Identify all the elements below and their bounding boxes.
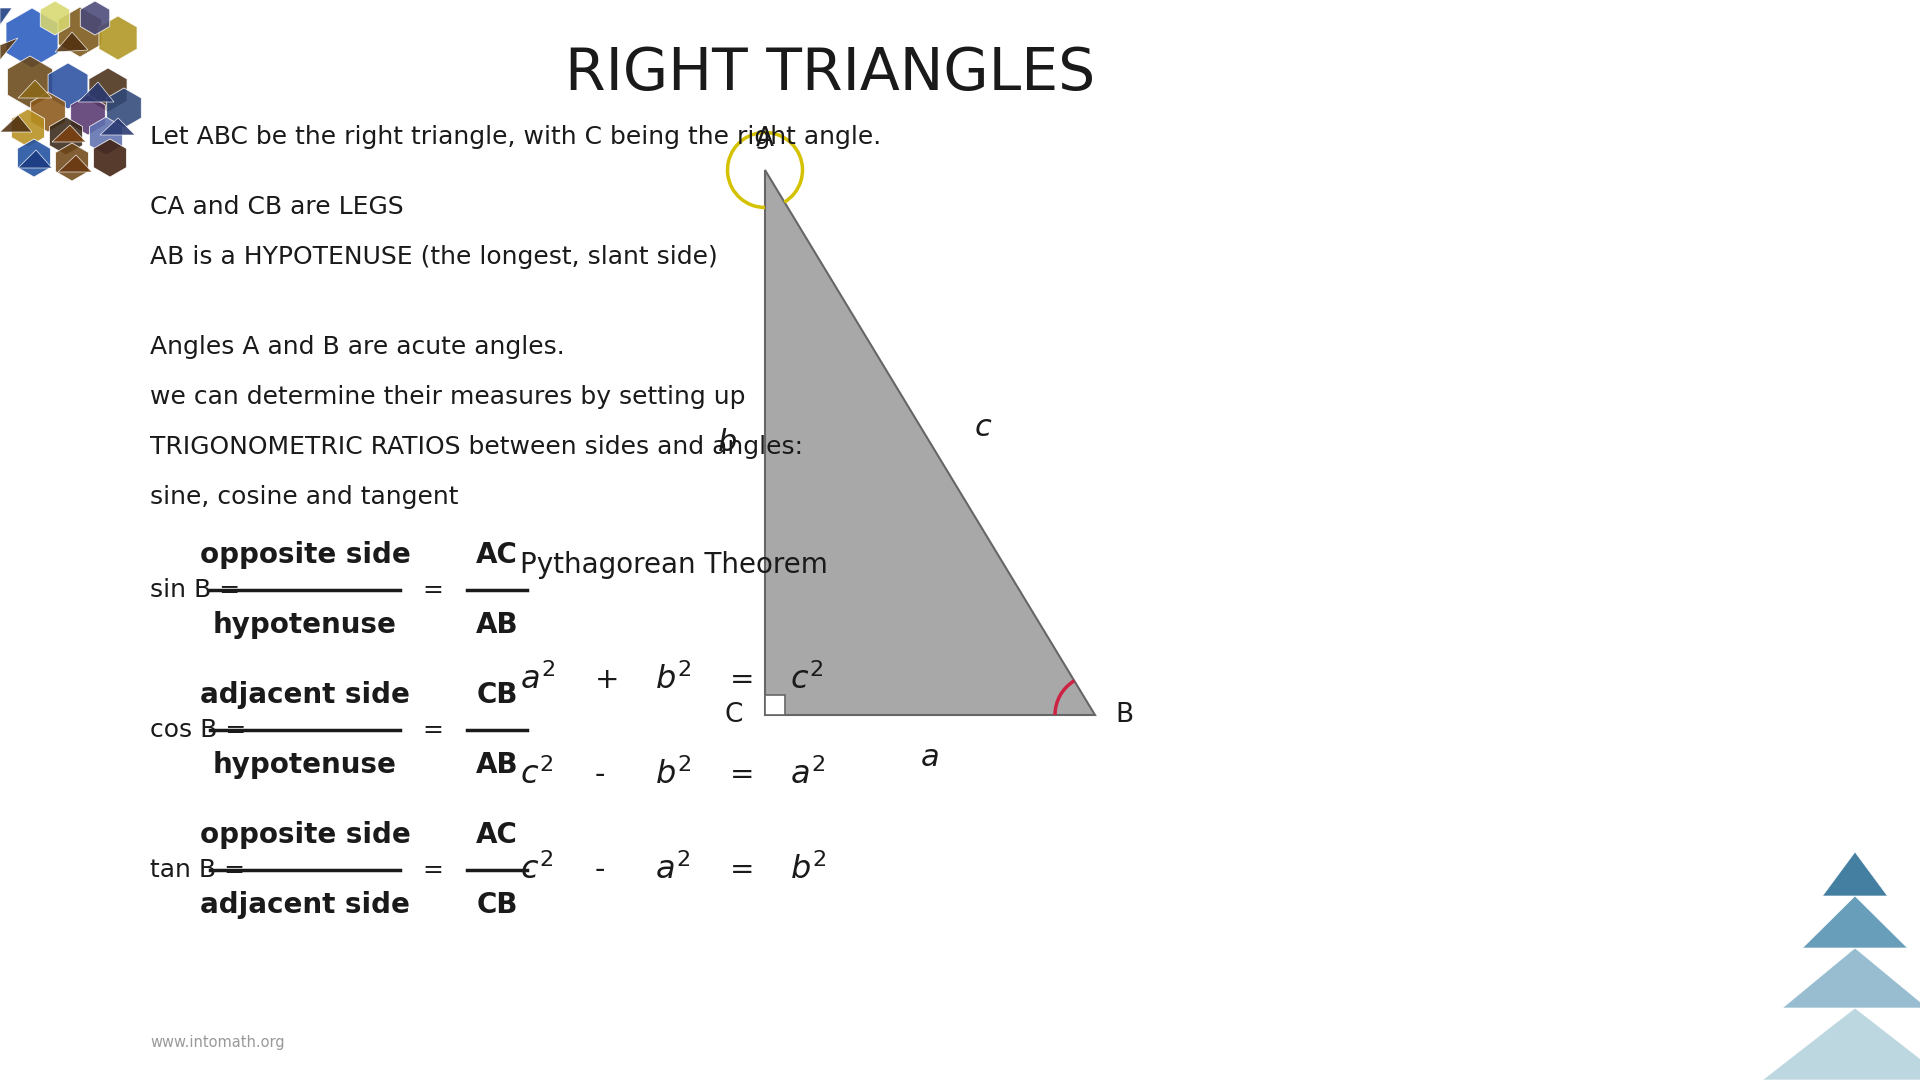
- Text: =: =: [730, 666, 755, 694]
- Text: $c^2$: $c^2$: [789, 663, 824, 697]
- Polygon shape: [764, 696, 785, 715]
- Polygon shape: [8, 56, 52, 108]
- Polygon shape: [58, 156, 92, 172]
- Polygon shape: [1782, 948, 1920, 1008]
- Text: =: =: [730, 761, 755, 789]
- Text: we can determine their measures by setting up: we can determine their measures by setti…: [150, 384, 745, 409]
- Text: sin B =: sin B =: [150, 578, 240, 602]
- Text: b: b: [718, 428, 737, 457]
- Polygon shape: [58, 6, 102, 57]
- Text: $a^2$: $a^2$: [789, 758, 826, 792]
- Text: Let ABC be the right triangle, with C being the right angle.: Let ABC be the right triangle, with C be…: [150, 125, 881, 149]
- Text: $a^2$: $a^2$: [520, 663, 555, 697]
- Text: opposite side: opposite side: [200, 821, 411, 849]
- Polygon shape: [17, 139, 50, 177]
- Polygon shape: [71, 95, 106, 135]
- Text: tan B =: tan B =: [150, 858, 246, 882]
- Polygon shape: [1822, 852, 1887, 896]
- Text: RIGHT TRIANGLES: RIGHT TRIANGLES: [564, 45, 1094, 102]
- Text: $b^2$: $b^2$: [655, 663, 691, 697]
- Polygon shape: [1763, 1008, 1920, 1080]
- Text: www.intomath.org: www.intomath.org: [150, 1035, 284, 1050]
- Text: hypotenuse: hypotenuse: [213, 751, 397, 779]
- Text: AB is a HYPOTENUSE (the longest, slant side): AB is a HYPOTENUSE (the longest, slant s…: [150, 245, 718, 269]
- Text: AB: AB: [476, 751, 518, 779]
- Text: opposite side: opposite side: [200, 541, 411, 569]
- Polygon shape: [0, 8, 12, 25]
- Polygon shape: [40, 1, 69, 35]
- Text: =: =: [422, 858, 444, 882]
- Polygon shape: [90, 117, 123, 156]
- Polygon shape: [0, 114, 33, 132]
- Text: adjacent side: adjacent side: [200, 891, 411, 919]
- Text: hypotenuse: hypotenuse: [213, 611, 397, 639]
- Text: cos B =: cos B =: [150, 718, 246, 742]
- Polygon shape: [12, 109, 44, 147]
- Text: =: =: [422, 578, 444, 602]
- Text: c: c: [975, 413, 993, 442]
- Text: adjacent side: adjacent side: [200, 681, 411, 708]
- Text: $b^2$: $b^2$: [789, 853, 828, 887]
- Polygon shape: [94, 139, 127, 177]
- Polygon shape: [100, 118, 134, 135]
- Polygon shape: [56, 32, 88, 52]
- Text: Pythagorean Theorem: Pythagorean Theorem: [520, 551, 828, 579]
- Polygon shape: [1803, 896, 1907, 948]
- Text: CA and CB are LEGS: CA and CB are LEGS: [150, 195, 403, 219]
- Text: -: -: [595, 761, 605, 789]
- Polygon shape: [0, 38, 17, 60]
- Polygon shape: [56, 143, 88, 181]
- Text: C: C: [724, 702, 743, 728]
- Text: CB: CB: [476, 891, 518, 919]
- Text: TRIGONOMETRIC RATIOS between sides and angles:: TRIGONOMETRIC RATIOS between sides and a…: [150, 435, 803, 459]
- Text: AC: AC: [476, 821, 518, 849]
- Polygon shape: [764, 170, 1094, 715]
- Polygon shape: [48, 63, 88, 109]
- Text: AC: AC: [476, 541, 518, 569]
- Text: -: -: [595, 856, 605, 885]
- Polygon shape: [6, 8, 58, 68]
- Text: +: +: [595, 666, 620, 694]
- Text: B: B: [1116, 702, 1133, 728]
- Polygon shape: [17, 80, 52, 98]
- Polygon shape: [50, 117, 83, 156]
- Polygon shape: [31, 92, 65, 132]
- Text: A: A: [756, 126, 774, 152]
- Polygon shape: [100, 16, 136, 60]
- Text: a: a: [920, 743, 939, 772]
- Text: sine, cosine and tangent: sine, cosine and tangent: [150, 485, 459, 509]
- Text: CB: CB: [476, 681, 518, 708]
- Polygon shape: [17, 150, 52, 168]
- Text: =: =: [422, 718, 444, 742]
- Polygon shape: [81, 1, 109, 35]
- Polygon shape: [88, 68, 127, 112]
- Text: $b^2$: $b^2$: [655, 758, 691, 792]
- Text: $c^2$: $c^2$: [520, 853, 553, 887]
- Text: AB: AB: [476, 611, 518, 639]
- Polygon shape: [79, 82, 113, 102]
- Text: $c^2$: $c^2$: [520, 758, 553, 792]
- Text: =: =: [730, 856, 755, 885]
- Text: Angles A and B are acute angles.: Angles A and B are acute angles.: [150, 335, 564, 359]
- Text: $a^2$: $a^2$: [655, 853, 689, 887]
- Polygon shape: [108, 87, 142, 129]
- Polygon shape: [52, 125, 86, 141]
